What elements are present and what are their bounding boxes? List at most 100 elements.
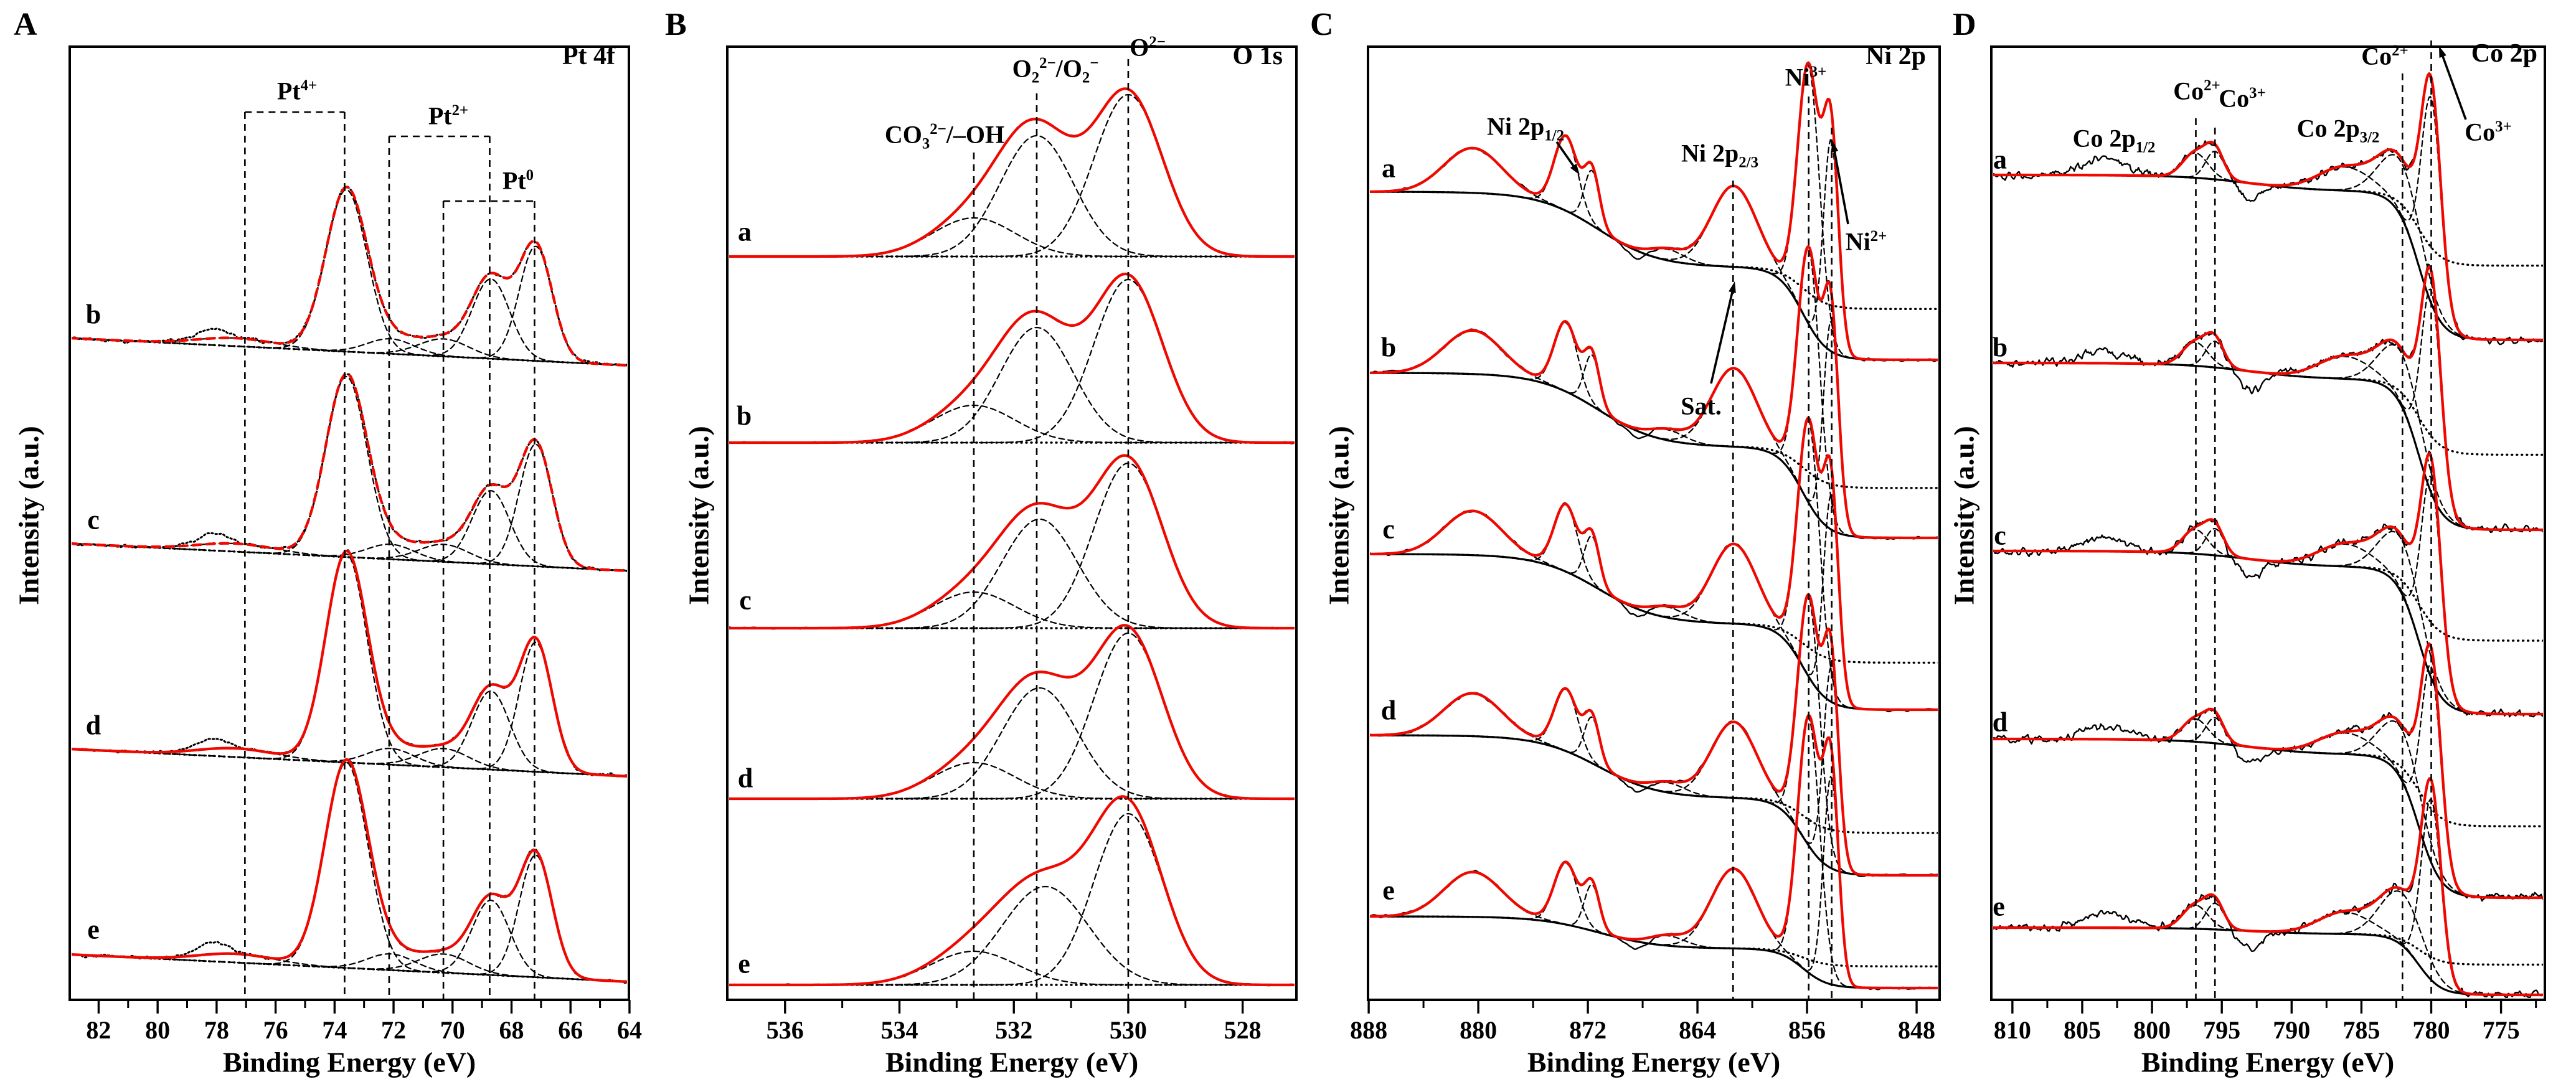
fit-component	[1370, 372, 1938, 539]
fit-component	[72, 245, 627, 366]
x-tick-label: 780	[2412, 1016, 2450, 1044]
curves-group	[1370, 61, 1938, 991]
baseline-dotted	[1993, 362, 2543, 456]
raw-data-trace	[1993, 263, 2543, 534]
x-tick-label: 64	[617, 1016, 642, 1044]
fit-component	[1993, 543, 2543, 715]
x-tick-label: 775	[2483, 1016, 2520, 1044]
x-tick-label: 76	[263, 1016, 288, 1044]
fit-component	[1370, 510, 1938, 711]
x-tick-label: 528	[1224, 1016, 1262, 1044]
fit-component	[1993, 288, 2543, 531]
background-line	[1993, 738, 2543, 899]
panel-C: 888 880 872 864 856 848	[1350, 45, 1941, 1044]
fit-component	[1370, 248, 1938, 539]
envelope-fit	[1370, 416, 1938, 712]
y-axis-label-c: Intensity (a.u.)	[1323, 426, 1355, 605]
fit-component	[1993, 720, 2543, 899]
baseline-dotted	[1993, 174, 2543, 267]
fit-component	[729, 134, 1295, 258]
fit-component	[72, 900, 627, 982]
envelope-fit	[729, 795, 1295, 987]
curves-group	[729, 87, 1295, 987]
baseline-dotted	[1370, 734, 1938, 834]
fit-component	[729, 885, 1295, 986]
fit-component	[1370, 868, 1938, 989]
envelope-fit	[72, 186, 627, 367]
x-tick-label: 82	[86, 1016, 111, 1044]
y-axis-label-b: Intensity (a.u.)	[682, 426, 715, 605]
envelope-fit	[1370, 61, 1938, 362]
envelope-fit	[729, 272, 1295, 445]
fit-component	[1993, 96, 2543, 341]
raw-data-trace	[729, 796, 1295, 987]
x-tick-label: 880	[1460, 1016, 1497, 1044]
fit-component	[729, 687, 1295, 800]
envelope-fit	[1370, 713, 1938, 990]
annotation-arrow	[1555, 141, 1576, 169]
x-tick-label: 856	[1788, 1016, 1826, 1044]
envelope-fit	[1993, 452, 2543, 716]
annotation-arrow	[2441, 54, 2467, 120]
envelope-fit	[729, 87, 1295, 258]
arrowhead	[1831, 141, 1839, 153]
fit-component	[729, 591, 1295, 629]
x-tick-label: 888	[1350, 1016, 1387, 1044]
envelope-fit	[1993, 265, 2543, 532]
envelope-fit	[1370, 245, 1938, 540]
envelope-fit	[729, 624, 1295, 801]
x-tick-label: 74	[322, 1016, 347, 1044]
corner-label-o1s: O 1s	[1232, 42, 1283, 70]
fit-component	[1993, 341, 2543, 531]
x-tick-label: 536	[767, 1016, 804, 1044]
fit-component	[1370, 185, 1938, 361]
panel-border	[68, 45, 630, 1001]
background-line	[1370, 191, 1938, 361]
fit-component	[72, 189, 627, 366]
panel-border	[1990, 45, 2546, 1001]
fit-component	[1993, 718, 2543, 899]
x-tick-label: 785	[2342, 1016, 2380, 1044]
envelope-fit	[1993, 642, 2543, 900]
x-tick-label: 790	[2273, 1016, 2310, 1044]
panel-B: 536 534 532 530 528	[726, 45, 1298, 1044]
envelope-fit	[1993, 72, 2543, 342]
fit-component	[1993, 890, 2543, 996]
x-axis-label-a: Binding Energy (eV)	[222, 1046, 476, 1078]
x-tick-label: 872	[1569, 1016, 1606, 1044]
raw-data-trace	[1993, 778, 2543, 998]
fit-component	[1993, 341, 2543, 531]
envelope-fit	[72, 758, 627, 984]
x-tick-label: 78	[204, 1016, 229, 1044]
background-line	[1370, 734, 1938, 877]
fit-component	[1370, 535, 1938, 711]
background-line	[1370, 372, 1938, 539]
fit-component	[1370, 871, 1938, 989]
fit-component	[1370, 543, 1938, 711]
fit-component	[729, 326, 1295, 444]
panel-D: 810 805 800 795 790 785 780 775	[1990, 40, 2546, 1044]
x-tick-label: 848	[1898, 1016, 1935, 1044]
fit-component	[1370, 354, 1938, 539]
background-line	[1993, 362, 2543, 531]
fit-component	[1993, 344, 2543, 531]
fit-component	[1370, 329, 1938, 539]
fit-component	[729, 632, 1295, 800]
fit-component	[729, 217, 1295, 258]
background-line	[1993, 174, 2543, 341]
panel-letter-b: B	[665, 7, 687, 42]
envelope-fit	[729, 454, 1295, 630]
x-axis-label-d: Binding Energy (eV)	[2141, 1046, 2395, 1078]
baseline-dotted	[1993, 550, 2543, 642]
x-tick-label: 70	[440, 1016, 465, 1044]
fit-component	[1993, 355, 2543, 531]
baseline-dotted	[1370, 915, 1938, 967]
envelope-fit	[1370, 593, 1938, 877]
annotation-arrow	[1833, 149, 1849, 225]
x-tick-label: 805	[2064, 1016, 2101, 1044]
arrowhead	[1570, 163, 1580, 175]
arrowhead	[2439, 46, 2446, 58]
fit-component	[1370, 64, 1938, 361]
x-axis-label-c: Binding Energy (eV)	[1527, 1046, 1781, 1078]
fit-component	[1370, 734, 1938, 877]
